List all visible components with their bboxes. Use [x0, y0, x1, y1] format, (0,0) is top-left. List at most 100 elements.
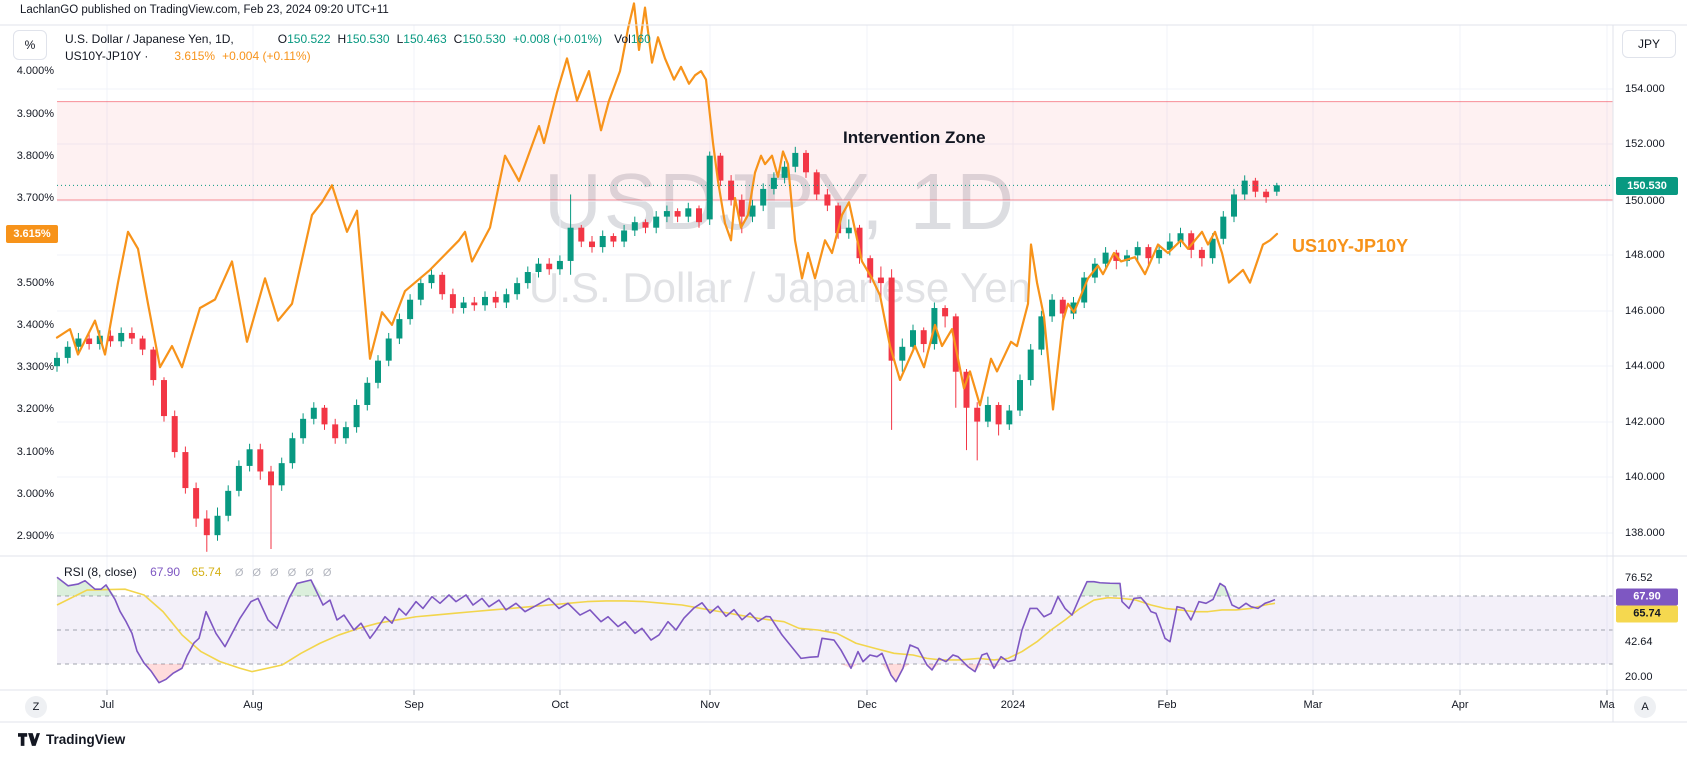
left-axis-tick-label: 3.500% [16, 277, 54, 289]
candle-body [353, 404, 360, 428]
candle-body [289, 438, 296, 464]
spread-series-chart-label: US10Y-JP10Y [1292, 236, 1409, 256]
candle-body [1156, 249, 1163, 259]
candle-body [364, 382, 371, 405]
candle-body [75, 338, 82, 347]
candle-body [300, 418, 307, 439]
candle-body [738, 200, 745, 217]
rsi-line [56, 576, 1276, 684]
candle-body [567, 227, 574, 261]
tradingview-logo-icon [18, 733, 40, 746]
candle-body [203, 518, 210, 536]
candle-body [257, 449, 264, 472]
time-axis-label: Sep [404, 699, 424, 711]
candle-body [770, 177, 777, 189]
candle-body [845, 227, 852, 234]
legend-row-symbol[interactable]: U.S. Dollar / Japanese Yen, 1D, O150.522 H… [65, 31, 651, 48]
timezone-button[interactable]: Z [25, 696, 47, 718]
candle-body [910, 330, 916, 347]
candle-body [546, 263, 553, 270]
candle-body [792, 152, 799, 167]
time-axis-label: Ma [1599, 699, 1615, 711]
candle-body [867, 258, 874, 278]
left-axis-tick-label: 4.000% [16, 65, 54, 77]
candle-body [246, 449, 253, 466]
candle-body [524, 272, 531, 284]
candle-body [1198, 249, 1205, 259]
rsi-params: (8, close) [87, 565, 137, 579]
candle-body [396, 319, 403, 339]
candle-body [439, 274, 446, 295]
legend: U.S. Dollar / Japanese Yen, 1D, O150.522 H… [65, 31, 651, 65]
spread-series-title[interactable]: US10Y-JP10Y · [65, 49, 149, 63]
rsi-axis-badge: 67.90 [1616, 588, 1678, 606]
candle-body [1231, 194, 1237, 217]
left-axis-unit-button[interactable]: % [13, 30, 47, 60]
low-label: L [396, 32, 404, 46]
candle-body [150, 349, 157, 381]
candle-body [556, 260, 563, 270]
candle-body [942, 308, 949, 317]
right-axis-tick-label: 140.000 [1625, 471, 1665, 483]
right-axis-tick-label: 142.000 [1625, 416, 1665, 428]
open-value: 150.522 [287, 32, 331, 46]
candle-body [417, 283, 424, 300]
candle-body [1102, 252, 1109, 264]
candle-body [64, 346, 71, 358]
candle-body [535, 263, 542, 273]
candle-body [310, 407, 317, 419]
right-axis-tick-label: 154.000 [1625, 83, 1665, 95]
candle-body [1038, 316, 1045, 350]
candle-body [1188, 233, 1195, 250]
legend-symbol-title[interactable]: U.S. Dollar / Japanese Yen, 1D, [65, 32, 234, 46]
candle-body [1134, 247, 1141, 256]
candle-body [835, 205, 842, 234]
tradingview-logo[interactable]: TradingView [18, 732, 125, 747]
candle-body [653, 216, 660, 228]
auto-scale-button[interactable]: A [1634, 696, 1656, 718]
rsi-overbought-fill [57, 577, 1275, 596]
rsi-indicator-header[interactable]: RSI (8, close) 67.90 65.74 Ø Ø Ø Ø Ø Ø [64, 565, 334, 579]
left-axis-tick-label: 3.700% [16, 192, 54, 204]
intervention-zone-label: Intervention Zone [843, 128, 986, 147]
rsi-name[interactable]: RSI [64, 565, 85, 579]
candle-body [1273, 185, 1280, 192]
candle-body [1145, 247, 1152, 259]
time-axis-label: Apr [1451, 699, 1469, 711]
right-axis-tick-label: 144.000 [1625, 360, 1665, 372]
time-axis-label: Nov [700, 699, 720, 711]
rsi-oversold-fill [57, 664, 1275, 683]
candle-body [492, 296, 499, 303]
spread-change: +0.004 (+0.11%) [222, 49, 311, 63]
candle-body [171, 416, 178, 453]
candle-body [1049, 299, 1056, 317]
time-axis-label: Dec [857, 699, 877, 711]
candle-body [1241, 180, 1248, 195]
right-axis-unit-button[interactable]: JPY [1622, 30, 1676, 58]
time-axis-label: Feb [1157, 699, 1177, 711]
right-axis-tick-label: 20.00 [1625, 671, 1653, 683]
time-axis-label: 2024 [1000, 699, 1026, 711]
candle-body [107, 335, 114, 342]
candle-body [706, 155, 713, 220]
candle-body [760, 188, 767, 206]
legend-row-spread[interactable]: US10Y-JP10Y · 3.615% +0.004 (+0.11%) [65, 48, 651, 65]
candle-body [214, 515, 221, 536]
candle-body [128, 332, 135, 339]
left-axis-tick-label: 3.300% [16, 361, 54, 373]
candle-body [1059, 299, 1066, 314]
close-value: 150.530 [462, 32, 506, 46]
left-axis-tick-label: 3.900% [16, 108, 54, 120]
left-axis-tick-label: 3.000% [16, 488, 54, 500]
candle-body [599, 236, 606, 248]
low-value: 150.463 [403, 32, 447, 46]
candle-body [674, 211, 681, 217]
close-label: C [453, 32, 463, 46]
open-label: O [277, 32, 288, 46]
rsi-toolbar-icons[interactable]: Ø Ø Ø Ø Ø Ø [234, 567, 335, 579]
candle-body [1006, 410, 1013, 425]
candle-body [1220, 216, 1227, 239]
candle-body [225, 490, 232, 516]
candle-body [514, 283, 521, 295]
